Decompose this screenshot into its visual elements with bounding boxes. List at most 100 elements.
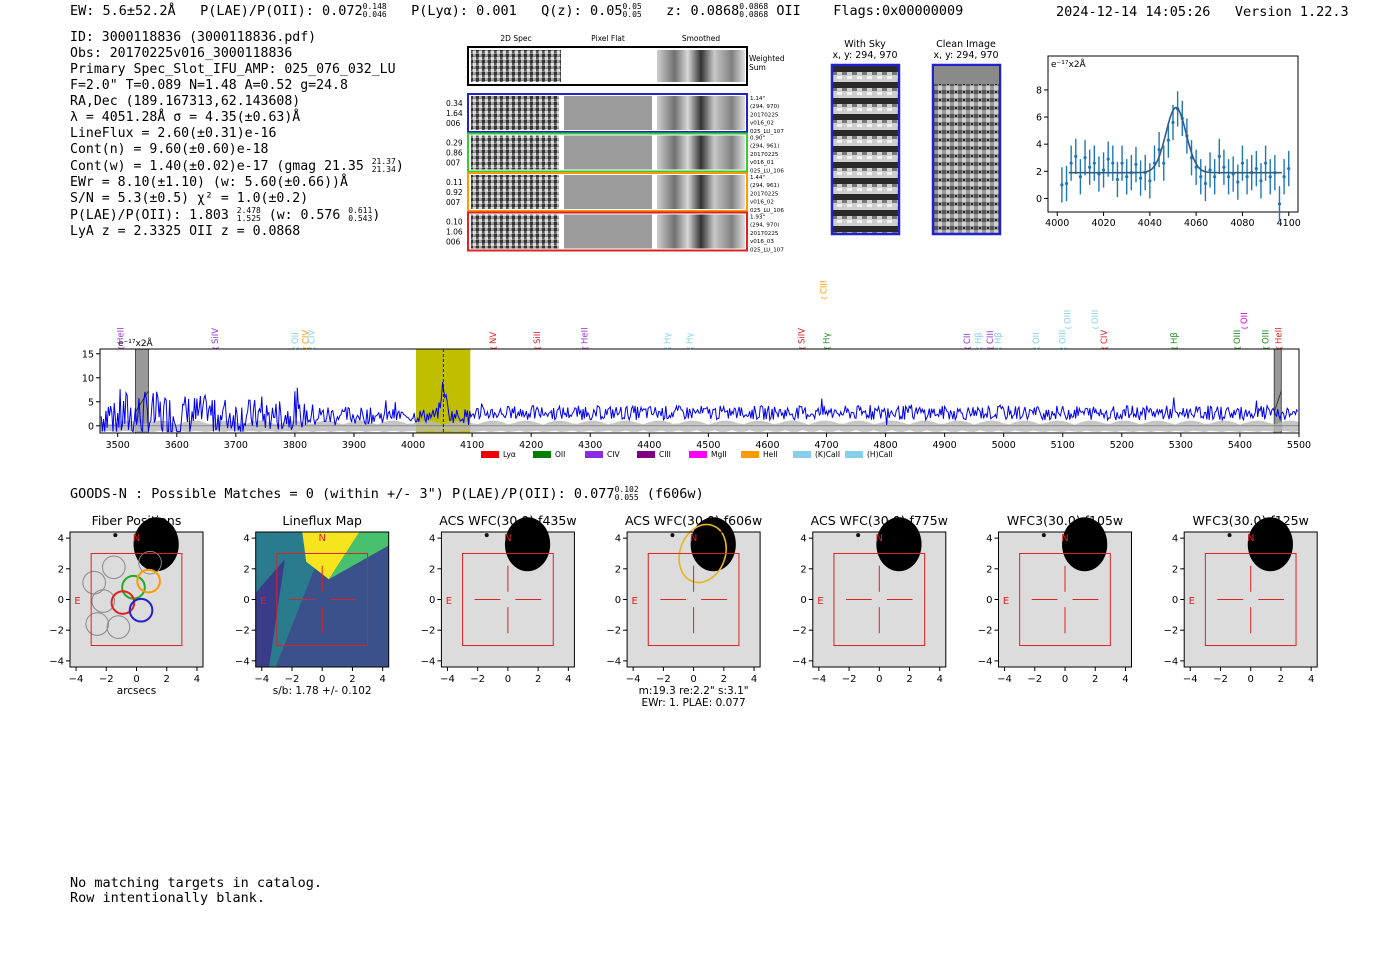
spectrum-line-label: CIII [986, 331, 996, 344]
east-label: E [74, 596, 80, 607]
north-label: N [876, 533, 883, 544]
col-header-smoothed: Smoothed [682, 34, 721, 43]
panel-y-tick-label: −2 [49, 626, 64, 637]
zoom-data-point [1263, 161, 1268, 165]
spectrum-plot-bg [100, 349, 1299, 433]
panel-y-tick-label: −2 [421, 626, 436, 637]
plae-lo: 0.046 [362, 10, 387, 19]
spectrum-line-label: NV [489, 332, 499, 344]
cutout-right-label: 20170225 [750, 152, 779, 158]
spectrum-line-bracket: { [118, 346, 126, 350]
version: Version 1.22.3 [1234, 4, 1349, 20]
search-box [1019, 552, 1111, 647]
cutout-left-label: 006 [446, 238, 461, 247]
zoom-data-point [1101, 168, 1106, 172]
panel-x-tick-label: −4 [440, 674, 455, 685]
cutout-2dspec [471, 175, 559, 209]
info-sn: S/N = 5.3(±0.5) χ² = 1.0(±0.2) [70, 191, 309, 206]
spectrum-legend-label: (H)CaII [867, 450, 893, 459]
zoom-x-tick-label: 4040 [1138, 218, 1162, 229]
search-box [276, 552, 369, 647]
zoom-data-point [1092, 161, 1096, 165]
galaxy-core [1247, 517, 1293, 572]
cutout-left-label: 0.29 [446, 139, 463, 148]
panel-x-tick-label: −4 [69, 674, 84, 685]
star-point [484, 533, 489, 538]
footer-line-2: Row intentionally blank. [70, 890, 266, 906]
z-hi: 0.0868 [739, 2, 769, 11]
panel-y-tick-label: −4 [606, 656, 621, 667]
panel-y-tick-label: −4 [1163, 656, 1178, 667]
with-sky-image [830, 63, 901, 236]
panel-caption: EWr: 1. PLAE: 0.077 [642, 697, 746, 709]
search-box [1204, 552, 1297, 647]
east-label: E [446, 596, 452, 607]
zoom-data-point [1171, 120, 1175, 125]
spectrum-x-tick-label: 5400 [1228, 440, 1252, 451]
fiber-circle [110, 590, 136, 615]
cutout-left-label: 1.06 [446, 228, 463, 237]
search-box [90, 552, 183, 647]
panel-y-tick-label: 4 [800, 534, 806, 545]
cutout-right-label: 1.44" [750, 175, 765, 181]
cutout-right-label: 025_LU_107 [750, 247, 784, 253]
imaging-panels: Fiber PositionsNE−4−4−2−2002244arcsecsLi… [49, 513, 1318, 709]
info-plae-lo: 1.525 [236, 214, 261, 223]
spectrum-line-label: Hβ [974, 332, 984, 344]
panel-x-tick-label: 0 [1248, 674, 1254, 685]
spectrum-line-bracket: { [664, 346, 672, 350]
spectrum-line-bracket: { [581, 346, 589, 350]
cutout-pixelflat [564, 214, 652, 249]
imaging-panel: Lineflux Map N E −4 −4 −2 −2 0 0 2 2 4 4 s/b: 1.78 +/… [235, 513, 390, 697]
panel-x-tick-label: 4 [565, 674, 571, 685]
spectrum-line-label: CIV [1100, 330, 1110, 344]
cutout-smoothed [657, 214, 745, 249]
cutout-right-label: 025_LU_106 [750, 208, 784, 214]
spectrum-line-bracket: { [490, 346, 498, 350]
plya-value: P(Lyα): 0.001 [411, 3, 517, 19]
spectrum-line-bracket: { [292, 346, 300, 350]
spectrum-line-label: Hβ [994, 332, 1004, 344]
cutout-smoothed [657, 135, 745, 170]
galaxy-core [876, 517, 922, 572]
cutout-right-label: 20170225 [750, 231, 779, 237]
info-lineflux: LineFlux = 2.60(±0.31)e-16 [70, 126, 277, 141]
east-label: E [631, 596, 637, 607]
z-line: OII [776, 3, 801, 19]
panel-y-tick-label: 2 [800, 564, 806, 575]
weighted-sum-2dspec [471, 50, 561, 82]
panel-y-tick-label: 0 [800, 595, 806, 606]
panel-title: ACS WFC(30.0) f435w [439, 513, 576, 528]
cutout-left-label: 0.86 [446, 149, 463, 158]
panel-x-tick-label: −2 [656, 674, 671, 685]
panel-y-tick-label: 4 [986, 534, 992, 545]
spec-cutouts: 2D Spec Pixel Flat Smoothed Weighted Sum… [446, 34, 785, 253]
panel-y-tick-label: 0 [986, 595, 992, 606]
spectrum-line-label: OII [1032, 332, 1042, 344]
spectrum-line-bracket: { [1241, 326, 1249, 330]
qz-lo: 0.05 [622, 10, 642, 19]
spectrum-line-bracket: { [212, 346, 220, 350]
info-id: ID: 3000118836 (3000118836.pdf) [70, 30, 317, 45]
clean-image-masked-strip [934, 66, 999, 84]
panel-x-tick-label: 4 [1308, 674, 1314, 685]
panel-y-tick-label: −4 [421, 656, 436, 667]
spectrum-trace [100, 382, 1299, 433]
panel-title: Lineflux Map [282, 513, 362, 528]
star-point [856, 533, 861, 538]
spectrum-mask-hatch [135, 390, 149, 413]
info-plae-w-hi: 0.611 [348, 206, 373, 215]
spectrum-legend-label: (K)CaII [815, 450, 840, 459]
cutout-2dspec [471, 214, 559, 249]
cutout-right-label: 20170225 [750, 191, 779, 197]
spectrum-line-bracket: { [1101, 346, 1109, 350]
weighted-sum-label-2: Sum [749, 63, 766, 72]
spectrum-legend-label: CIII [659, 450, 671, 459]
with-sky-xy: x, y: 294, 970 [832, 50, 897, 61]
spectrum-x-tick-label: 4000 [401, 440, 425, 451]
panel-x-tick-label: 4 [379, 674, 385, 685]
spectrum-x-tick-label: 3800 [283, 440, 307, 451]
cutout-right-label: 025_LU_107 [750, 129, 784, 135]
panel-x-tick-label: 4 [937, 674, 943, 685]
spectrum-x-tick-label: 5500 [1287, 440, 1311, 451]
